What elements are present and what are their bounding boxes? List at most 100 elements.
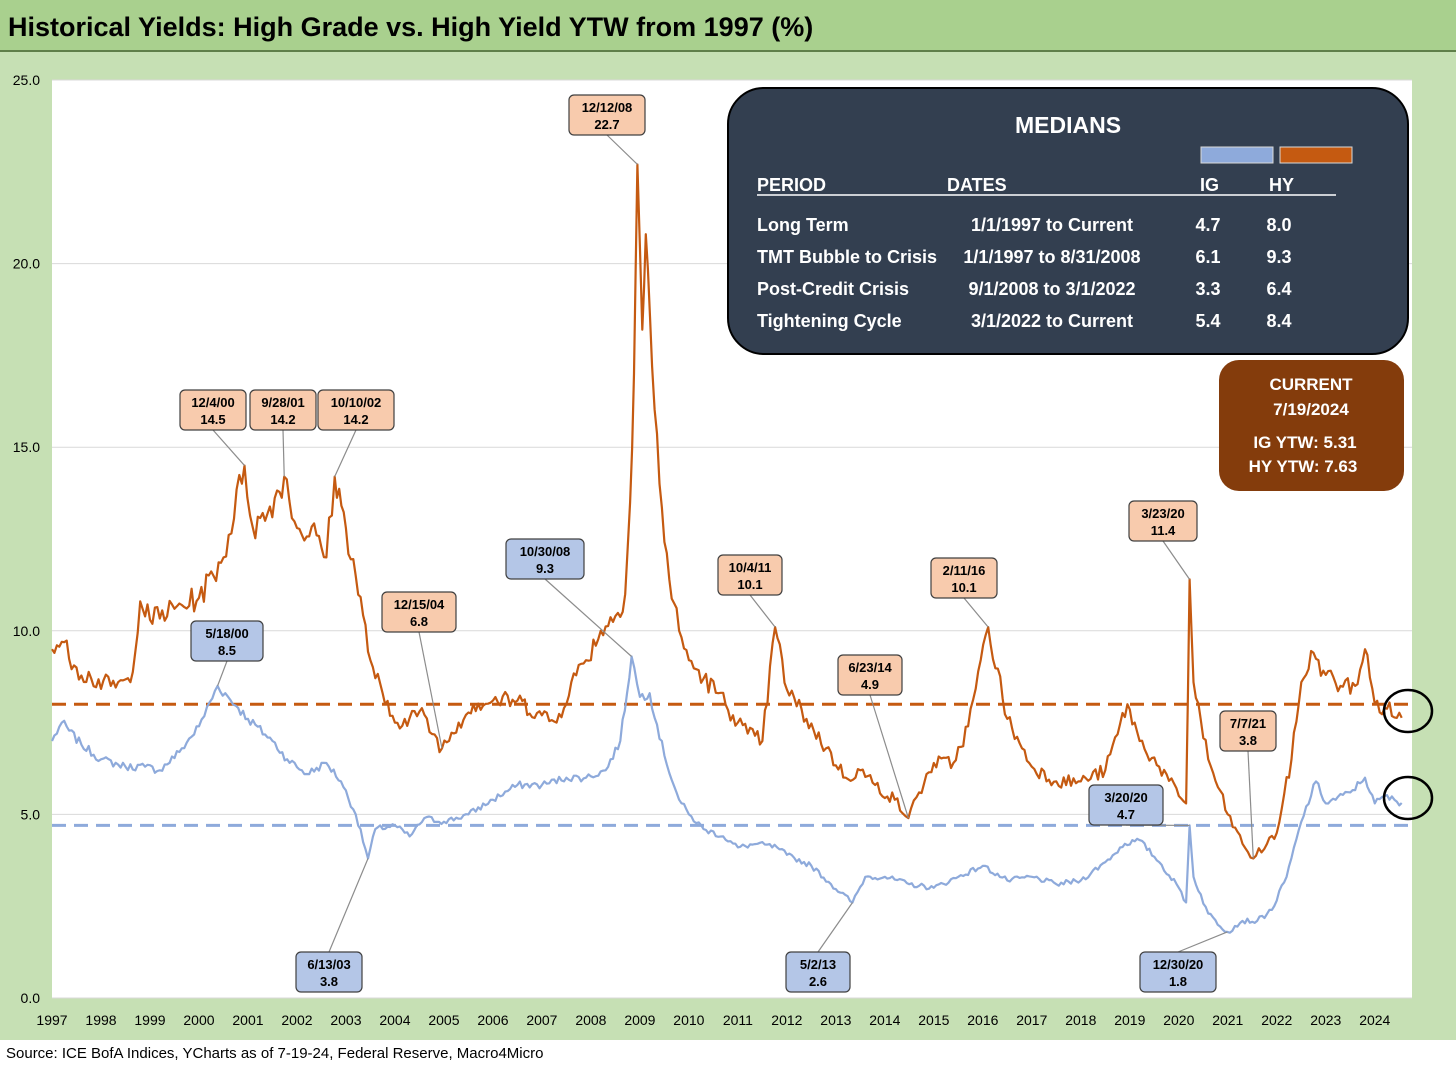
- annotation-box: [1139, 951, 1217, 993]
- x-tick-label: 2014: [869, 1012, 900, 1028]
- annotation-value: 14.2: [343, 412, 368, 427]
- median-row-period: Tightening Cycle: [757, 311, 902, 331]
- annotation-box: [249, 389, 317, 431]
- current-label: CURRENT: [1269, 375, 1353, 394]
- median-row-hy: 8.4: [1266, 311, 1291, 331]
- annotation-box: [568, 94, 646, 136]
- medians-box: MEDIANS PERIOD DATES IG HY Long Term 1/1/…: [727, 87, 1409, 355]
- current-value-circles: [1382, 688, 1434, 821]
- annotation-date: 5/18/00: [205, 626, 248, 641]
- annotation-leader: [544, 578, 632, 657]
- current-box-bg: [1219, 360, 1404, 491]
- annotation-value: 10.1: [951, 580, 976, 595]
- annotation-date: 12/4/00: [191, 395, 234, 410]
- y-axis: 0.0 5.0 10.0 15.0 20.0 25.0: [13, 72, 40, 1006]
- y-tick-label: 20.0: [13, 256, 40, 272]
- annotation-leader: [282, 429, 285, 477]
- annotation-date: 9/28/01: [261, 395, 304, 410]
- annotation-box: [179, 389, 247, 431]
- annotation-box: [717, 554, 783, 596]
- current-box: CURRENT 7/19/2024 IG YTW: 5.31 HY YTW: 7…: [1219, 360, 1404, 491]
- annotation-date: 5/2/13: [800, 957, 836, 972]
- annotation-labels: 12/4/00 14.5 9/28/01 14.2 10/10/02 14.2 12/15/…: [179, 94, 1277, 993]
- x-tick-label: 2016: [967, 1012, 998, 1028]
- x-tick-label: 1999: [134, 1012, 165, 1028]
- title-bar: Historical Yields: High Grade vs. High Y…: [0, 0, 1456, 52]
- annotation-date: 7/7/21: [1230, 716, 1266, 731]
- hy-current-circle: [1382, 688, 1434, 734]
- median-row-ig: 5.4: [1195, 311, 1220, 331]
- x-tick-label: 2001: [232, 1012, 263, 1028]
- annotation-value: 14.2: [270, 412, 295, 427]
- current-date: 7/19/2024: [1273, 400, 1349, 419]
- medians-title: MEDIANS: [1015, 112, 1121, 138]
- x-tick-label: 1997: [36, 1012, 67, 1028]
- source-bar: Source: ICE BofA Indices, YCharts as of …: [0, 1040, 1456, 1069]
- annotation-box: [837, 654, 903, 696]
- x-tick-label: 2024: [1359, 1012, 1390, 1028]
- annotation-date: 10/4/11: [729, 560, 772, 575]
- y-tick-label: 25.0: [13, 72, 40, 88]
- header-period: PERIOD: [757, 175, 826, 195]
- annotation-value: 6.8: [410, 614, 428, 629]
- x-tick-label: 2023: [1310, 1012, 1341, 1028]
- x-tick-label: 2006: [477, 1012, 508, 1028]
- annotation-date: 12/30/20: [1153, 957, 1204, 972]
- annotation-leader: [963, 597, 989, 628]
- annotation-leader: [217, 660, 228, 687]
- annotation-box: [295, 951, 363, 993]
- annotation-value: 4.7: [1117, 807, 1135, 822]
- annotation-value: 10.1: [737, 577, 762, 592]
- annotation-leader: [334, 429, 357, 477]
- median-row-dates: 3/1/2022 to Current: [971, 311, 1133, 331]
- y-tick-label: 0.0: [21, 990, 41, 1006]
- annotation-leader: [1247, 750, 1254, 859]
- x-tick-label: 2011: [723, 1012, 753, 1028]
- annotation-date: 10/10/02: [331, 395, 382, 410]
- annotation-box: [505, 538, 585, 580]
- header-dates: DATES: [947, 175, 1007, 195]
- x-tick-label: 2021: [1212, 1012, 1243, 1028]
- annotation-value: 14.5: [200, 412, 225, 427]
- x-tick-label: 2015: [918, 1012, 949, 1028]
- annotation-value: 8.5: [218, 643, 236, 658]
- median-row-ig: 3.3: [1195, 279, 1220, 299]
- annotation-value: 2.6: [809, 974, 827, 989]
- annotation-date: 2/11/16: [943, 563, 986, 578]
- y-tick-label: 5.0: [21, 806, 41, 822]
- annotation-leader: [212, 429, 245, 466]
- x-tick-label: 2008: [575, 1012, 606, 1028]
- x-axis: 1997 1998 1999 2000 2001 2002 2003 2004 2005 2006…: [36, 1012, 1390, 1028]
- annotation-leader: [418, 631, 443, 749]
- x-tick-label: 1998: [85, 1012, 116, 1028]
- x-tick-label: 2019: [1114, 1012, 1145, 1028]
- annotation-box: [1088, 784, 1164, 826]
- x-tick-label: 2010: [673, 1012, 704, 1028]
- x-tick-label: 2022: [1261, 1012, 1292, 1028]
- median-row-dates: 1/1/1997 to Current: [971, 215, 1133, 235]
- chart-svg: 0.0 5.0 10.0 15.0 20.0 25.0 1997 1998 1999 2000 2…: [13, 72, 1434, 1028]
- annotation-box: [317, 389, 395, 431]
- x-tick-label: 2002: [281, 1012, 312, 1028]
- annotation-leader: [749, 594, 776, 628]
- annotation-leader: [606, 134, 638, 165]
- chart-title: Historical Yields: High Grade vs. High Y…: [8, 12, 814, 42]
- median-row-dates: 9/1/2008 to 3/1/2022: [968, 279, 1135, 299]
- annotation-date: 10/30/08: [520, 544, 571, 559]
- median-rows: Long Term 1/1/1997 to Current 4.7 8.0 TMT Bu…: [757, 215, 1292, 331]
- annotation-box: [1219, 710, 1277, 752]
- annotation-leaders: [212, 134, 1254, 953]
- annotation-value: 9.3: [536, 561, 554, 576]
- annotation-value: 11.4: [1151, 523, 1176, 538]
- x-tick-label: 2020: [1163, 1012, 1194, 1028]
- x-tick-label: 2013: [820, 1012, 851, 1028]
- median-row-ig: 4.7: [1195, 215, 1220, 235]
- series-lines: [50, 163, 1403, 934]
- x-tick-label: 2012: [771, 1012, 802, 1028]
- annotation-date: 6/13/03: [307, 957, 350, 972]
- y-tick-label: 10.0: [13, 623, 40, 639]
- annotation-value: 1.8: [1169, 974, 1187, 989]
- ig-series-line: [50, 655, 1403, 934]
- annotation-box: [785, 951, 851, 993]
- annotation-box: [381, 591, 457, 633]
